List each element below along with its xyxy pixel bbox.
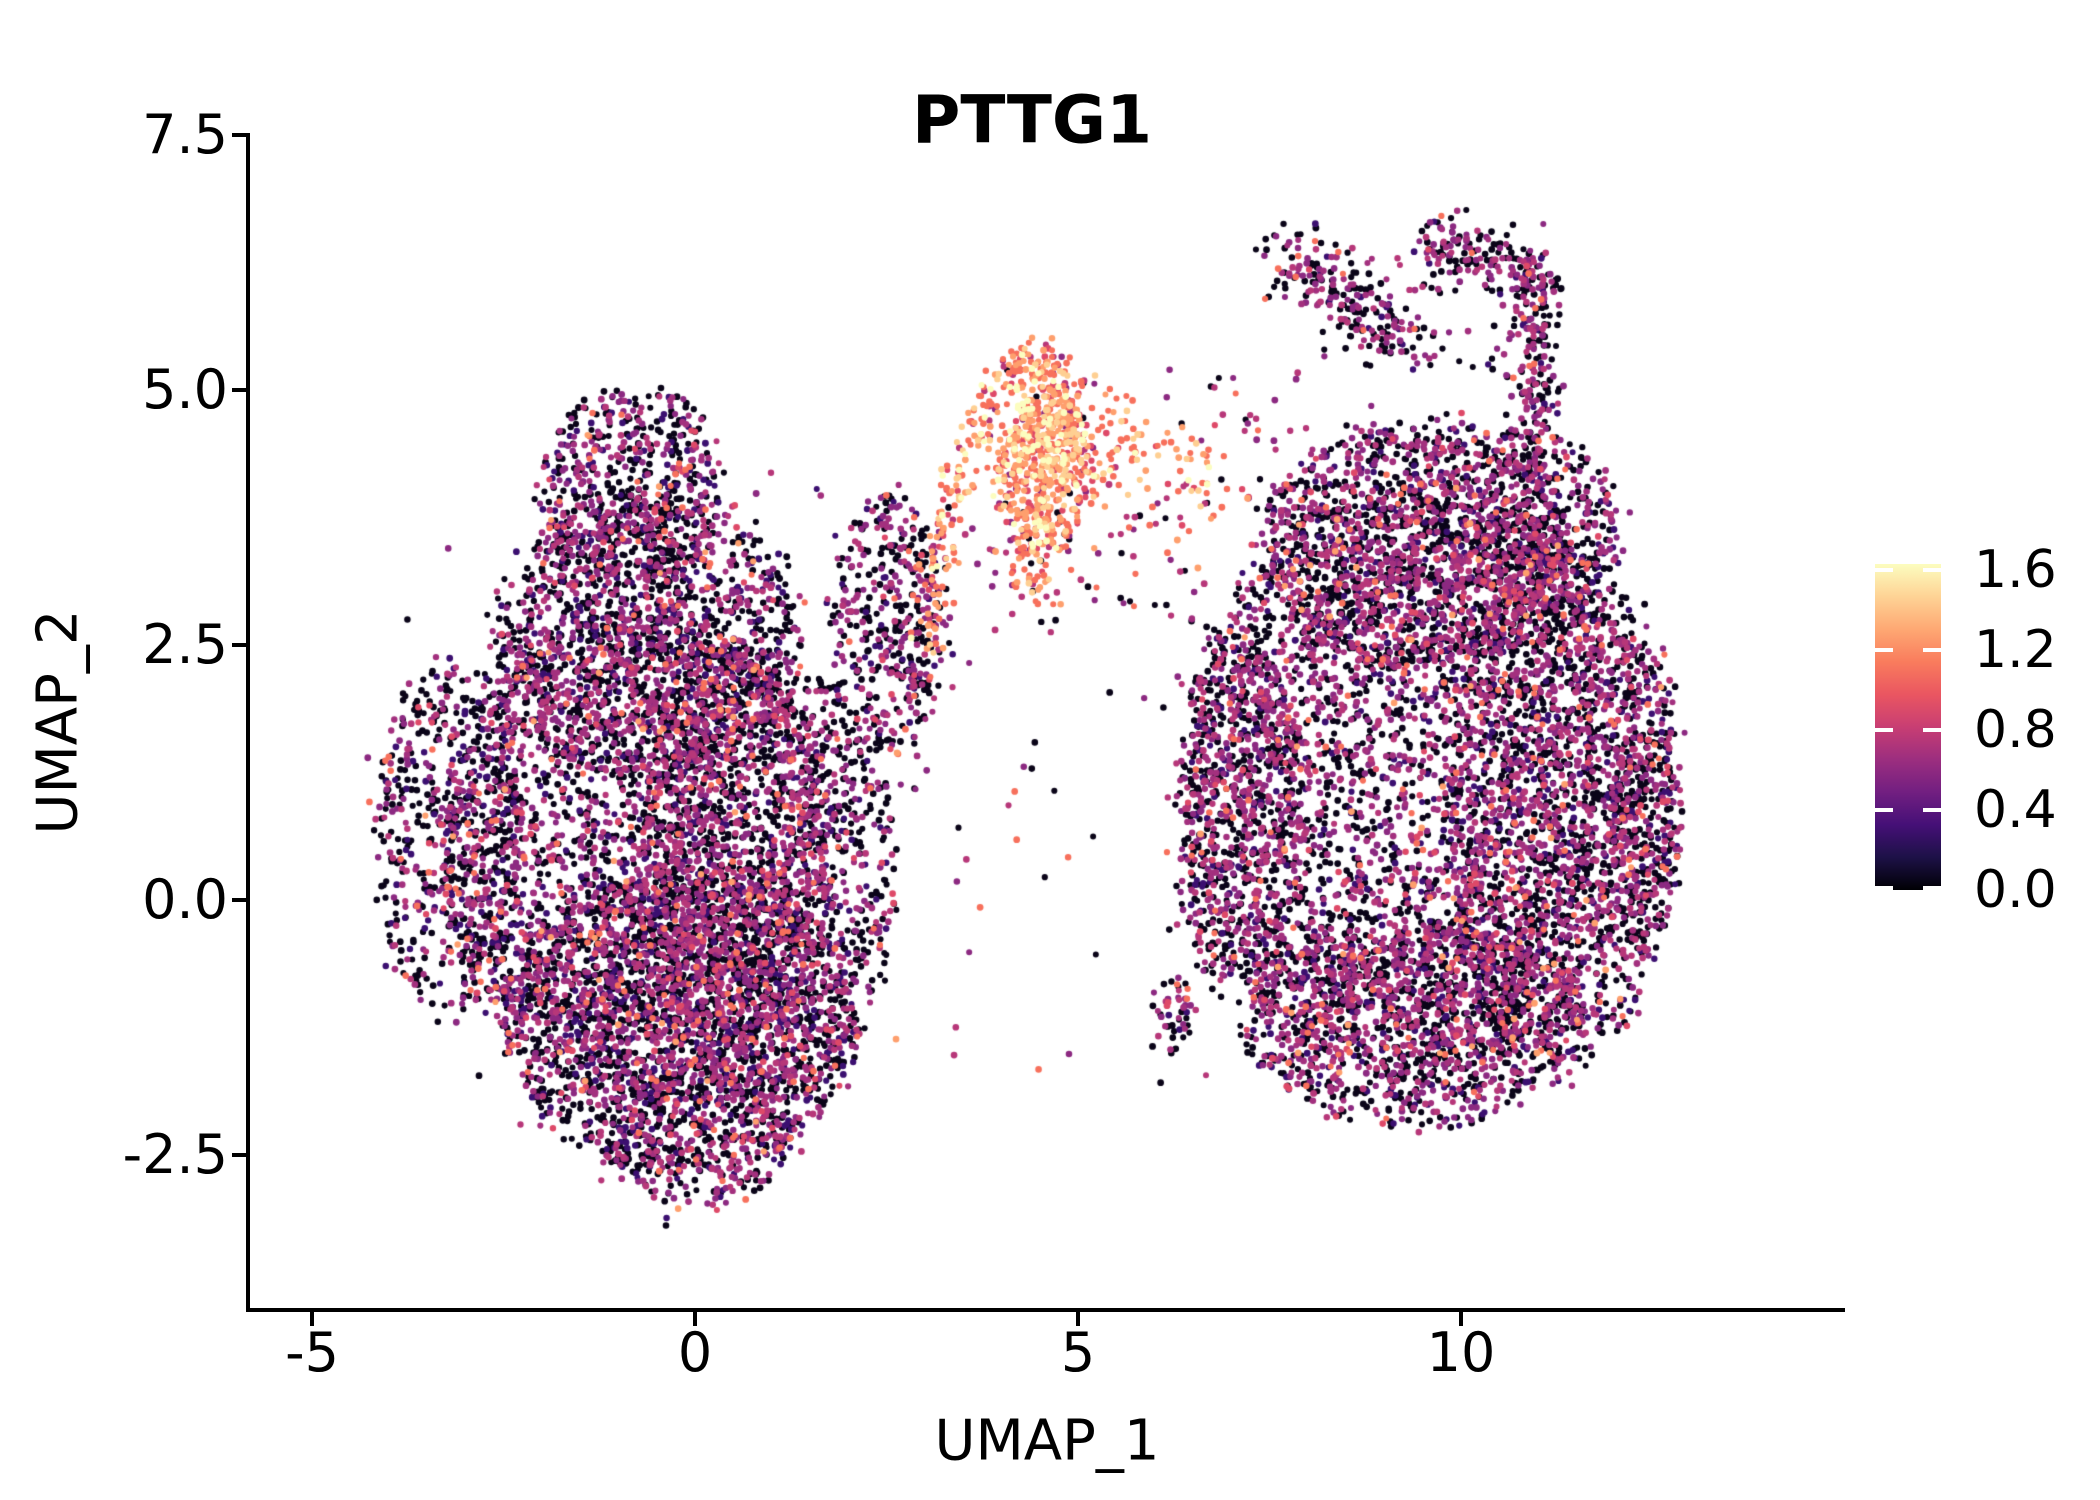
y-tick-label: 7.5 [142,103,228,166]
y-tick-label: -2.5 [122,1123,228,1186]
colorbar-tick-mark [1875,808,1893,812]
y-tick-mark [232,133,246,137]
colorbar-tick-mark [1875,568,1893,572]
y-axis-title: UMAP_2 [25,609,91,835]
colorbar-tick-mark [1923,886,1941,890]
colorbar-tick-label: 0.0 [1974,860,2057,920]
colorbar-tick-mark [1923,648,1941,652]
y-tick-mark [232,643,246,647]
y-tick-mark [232,898,246,902]
colorbar-tick-mark [1923,728,1941,732]
colorbar-gradient [1875,564,1941,890]
x-tick-label: -5 [285,1321,339,1384]
x-tick-mark [1459,1312,1463,1326]
colorbar-tick-mark [1923,568,1941,572]
x-tick-mark [693,1312,697,1326]
colorbar-tick-mark [1923,808,1941,812]
colorbar-tick-label: 0.8 [1974,700,2057,760]
y-axis-line [246,133,250,1312]
colorbar-tick-mark [1875,886,1893,890]
y-tick-label: 0.0 [142,868,228,931]
colorbar-tick-label: 1.2 [1974,620,2057,680]
colorbar-tick-label: 0.4 [1974,780,2057,840]
y-tick-mark [232,1153,246,1157]
y-tick-mark [232,388,246,392]
y-tick-label: 5.0 [142,358,228,421]
x-axis-title: UMAP_1 [934,1408,1160,1474]
x-tick-label: 0 [677,1321,713,1384]
y-tick-label: 2.5 [142,613,228,676]
expression-colorbar [1875,564,1941,890]
x-tick-mark [1076,1312,1080,1326]
colorbar-tick-label: 1.6 [1974,540,2057,600]
x-axis-line [246,1308,1845,1312]
x-tick-mark [310,1312,314,1326]
colorbar-tick-mark [1875,648,1893,652]
x-tick-label: 5 [1060,1321,1096,1384]
x-tick-label: 10 [1426,1321,1496,1384]
colorbar-tick-mark [1875,728,1893,732]
